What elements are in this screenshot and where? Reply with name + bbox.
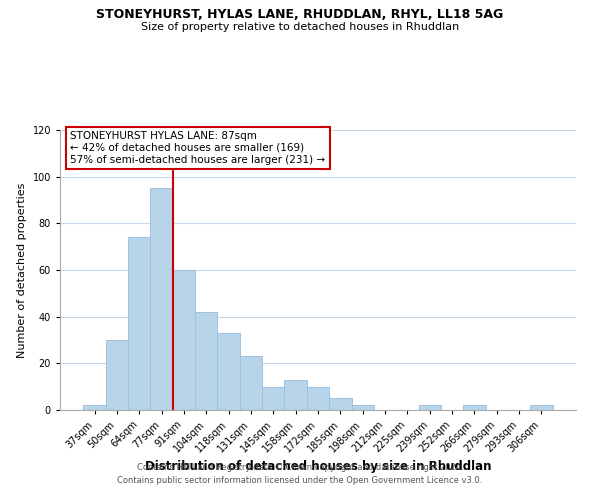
- Text: STONEYHURST, HYLAS LANE, RHUDDLAN, RHYL, LL18 5AG: STONEYHURST, HYLAS LANE, RHUDDLAN, RHYL,…: [97, 8, 503, 20]
- Y-axis label: Number of detached properties: Number of detached properties: [17, 182, 27, 358]
- Bar: [240, 356, 262, 410]
- Bar: [307, 386, 329, 410]
- Bar: [106, 340, 128, 410]
- Text: STONEYHURST HYLAS LANE: 87sqm
← 42% of detached houses are smaller (169)
57% of : STONEYHURST HYLAS LANE: 87sqm ← 42% of d…: [70, 132, 325, 164]
- Text: Size of property relative to detached houses in Rhuddlan: Size of property relative to detached ho…: [141, 22, 459, 32]
- X-axis label: Distribution of detached houses by size in Rhuddlan: Distribution of detached houses by size …: [145, 460, 491, 472]
- Text: Contains HM Land Registry data © Crown copyright and database right 2024.: Contains HM Land Registry data © Crown c…: [137, 464, 463, 472]
- Bar: [195, 312, 217, 410]
- Bar: [262, 386, 284, 410]
- Bar: [83, 406, 106, 410]
- Bar: [463, 406, 485, 410]
- Bar: [284, 380, 307, 410]
- Bar: [329, 398, 352, 410]
- Bar: [530, 406, 553, 410]
- Bar: [151, 188, 173, 410]
- Text: Contains public sector information licensed under the Open Government Licence v3: Contains public sector information licen…: [118, 476, 482, 485]
- Bar: [419, 406, 441, 410]
- Bar: [217, 333, 240, 410]
- Bar: [352, 406, 374, 410]
- Bar: [173, 270, 195, 410]
- Bar: [128, 238, 151, 410]
